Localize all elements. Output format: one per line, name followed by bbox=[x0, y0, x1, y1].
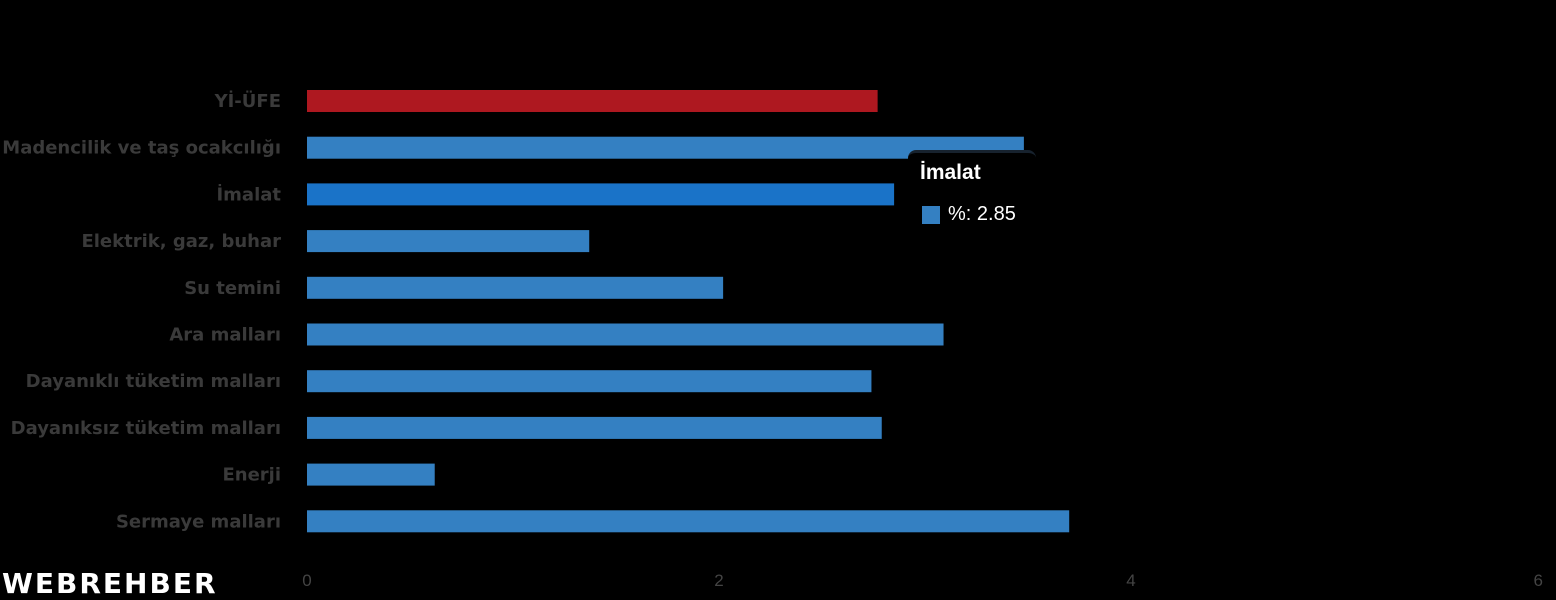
category-label-2: İmalat bbox=[216, 183, 281, 205]
bar-1[interactable] bbox=[307, 136, 1024, 159]
bar-4[interactable] bbox=[307, 276, 724, 299]
bar-7[interactable] bbox=[307, 416, 882, 439]
tooltip: İmalat %: 2.85 bbox=[908, 150, 1036, 243]
tooltip-title: İmalat bbox=[920, 161, 981, 184]
webrehber-logo: WEBREHBER bbox=[2, 567, 218, 600]
category-label-5: Ara malları bbox=[169, 325, 281, 346]
bar-5[interactable] bbox=[307, 323, 944, 346]
bar-6[interactable] bbox=[307, 370, 872, 393]
x-axis-ticks: 0 2 4 6 bbox=[302, 571, 1543, 590]
x-tick-label-2: 4 bbox=[1126, 571, 1135, 590]
category-label-0: Yİ-ÜFE bbox=[214, 90, 281, 112]
category-label-8: Enerji bbox=[222, 465, 281, 486]
tooltip-row: %: 2.85 bbox=[922, 203, 1016, 226]
category-label-4: Su temini bbox=[184, 278, 281, 299]
bars-group bbox=[307, 90, 1070, 533]
category-label-3: Elektrik, gaz, buhar bbox=[81, 231, 281, 252]
bar-0[interactable] bbox=[307, 90, 878, 112]
x-tick-label-0: 0 bbox=[302, 571, 311, 590]
x-tick-label-1: 2 bbox=[714, 571, 723, 590]
category-label-1: Madencilik ve taş ocakcılığı bbox=[2, 138, 281, 159]
tooltip-value: %: 2.85 bbox=[948, 203, 1016, 225]
bar-9[interactable] bbox=[307, 510, 1070, 533]
tooltip-swatch bbox=[922, 205, 940, 224]
bar-8[interactable] bbox=[307, 463, 435, 486]
category-label-6: Dayanıklı tüketim malları bbox=[26, 371, 281, 392]
category-label-9: Sermaye malları bbox=[116, 511, 281, 532]
category-labels: Yİ-ÜFE Madencilik ve taş ocakcılığı İmalat… bbox=[2, 90, 281, 532]
x-tick-label-3: 6 bbox=[1534, 571, 1543, 590]
category-label-7: Dayanıksız tüketim malları bbox=[11, 418, 281, 439]
bar-2[interactable] bbox=[307, 183, 895, 206]
bar-3[interactable] bbox=[307, 230, 590, 253]
